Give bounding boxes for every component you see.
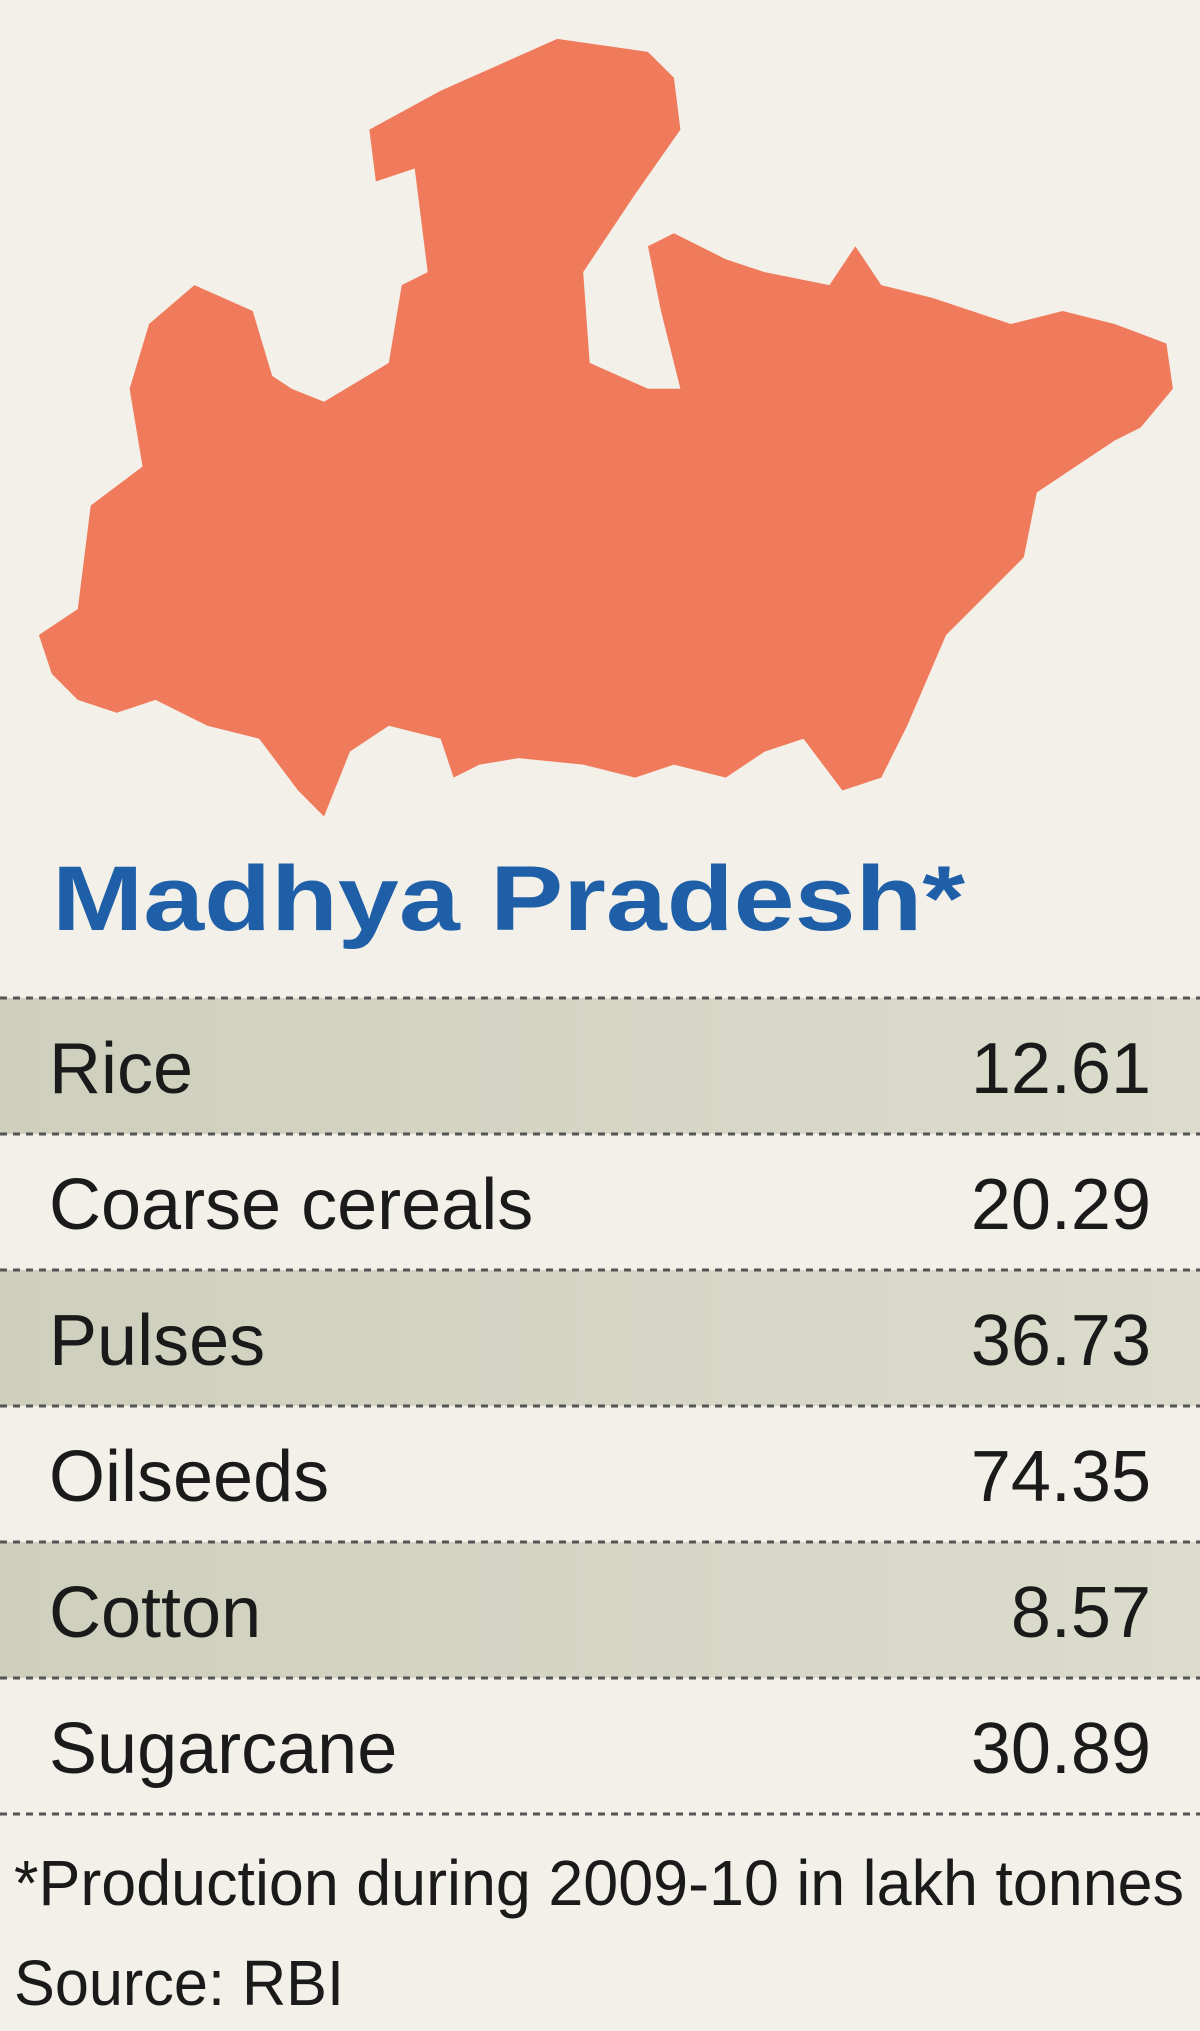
title: Madhya Pradesh* [52,848,965,950]
footnote: *Production during 2009-10 in lakh tonne… [14,1847,1184,1919]
row-label: Coarse cereals [49,1165,533,1245]
row-shade [0,1542,1200,1678]
row-value: 30.89 [971,1709,1151,1789]
row-label: Oilseeds [49,1437,329,1517]
row-shade [0,1270,1200,1406]
source: Source: RBI [14,1947,344,2019]
state-map [38,38,1173,817]
table: Rice 12.61 Coarse cereals 20.29 Pulses 36.73 O… [0,996,1200,1816]
row-value: 74.35 [971,1437,1151,1517]
row-value: 12.61 [971,1029,1151,1109]
row-value: 20.29 [971,1165,1151,1245]
row-value: 36.73 [971,1301,1151,1381]
row-label: Rice [49,1029,193,1109]
row-value: 8.57 [1011,1573,1151,1653]
row-label: Cotton [49,1573,261,1653]
map-shape [38,38,1173,817]
row-label: Pulses [49,1301,265,1381]
row-label: Sugarcane [49,1709,397,1789]
row-shade [0,998,1200,1134]
